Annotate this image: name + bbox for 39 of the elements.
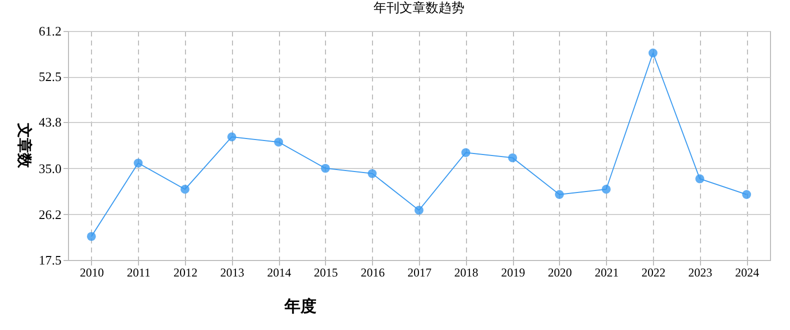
point (134, 158, 143, 168)
chart-title: 年刊文章数趋势 (374, 0, 464, 15)
x-tick-label: 2022 (642, 266, 666, 280)
x-tick-label: 2015 (314, 266, 338, 280)
y-tick-label: 17.5 (38, 252, 62, 268)
x-tick-label: 2013 (220, 266, 244, 280)
x-tick-label: 2021 (594, 266, 619, 280)
x-tick-label: 2011 (126, 266, 150, 280)
y-tick-label: 26.2 (38, 206, 62, 222)
y-tick-label: 35.0 (38, 160, 62, 176)
point (602, 184, 611, 194)
point (461, 148, 470, 158)
point (414, 206, 424, 215)
point (648, 48, 658, 58)
x-tick-label: 2019 (501, 266, 526, 280)
y-tick-label: 52.5 (38, 69, 62, 84)
y-axis-title: 文章数 (16, 122, 34, 169)
x-tick-label: 2017 (408, 266, 432, 280)
x-tick-label: 2016 (360, 266, 385, 280)
x-axis-title: 年度 (284, 296, 316, 316)
x-tick-label: 2014 (267, 266, 292, 280)
point (227, 132, 236, 142)
point (508, 153, 518, 162)
point (320, 164, 330, 173)
x-tick-label: 2012 (174, 266, 198, 280)
x-tick-label: 2023 (688, 266, 712, 280)
y-tick-label: 61.2 (38, 24, 62, 38)
x-tick-label: 2024 (735, 266, 760, 280)
point (554, 190, 564, 199)
point (86, 232, 96, 241)
point (274, 138, 284, 147)
point (180, 184, 190, 194)
x-tick-label: 2018 (454, 266, 478, 280)
point (695, 174, 704, 184)
x-tick-label: 2020 (548, 266, 572, 280)
x-tick-label: 2010 (80, 266, 104, 280)
point (742, 190, 752, 199)
y-tick-label: 43.8 (38, 114, 62, 130)
point (368, 169, 377, 178)
